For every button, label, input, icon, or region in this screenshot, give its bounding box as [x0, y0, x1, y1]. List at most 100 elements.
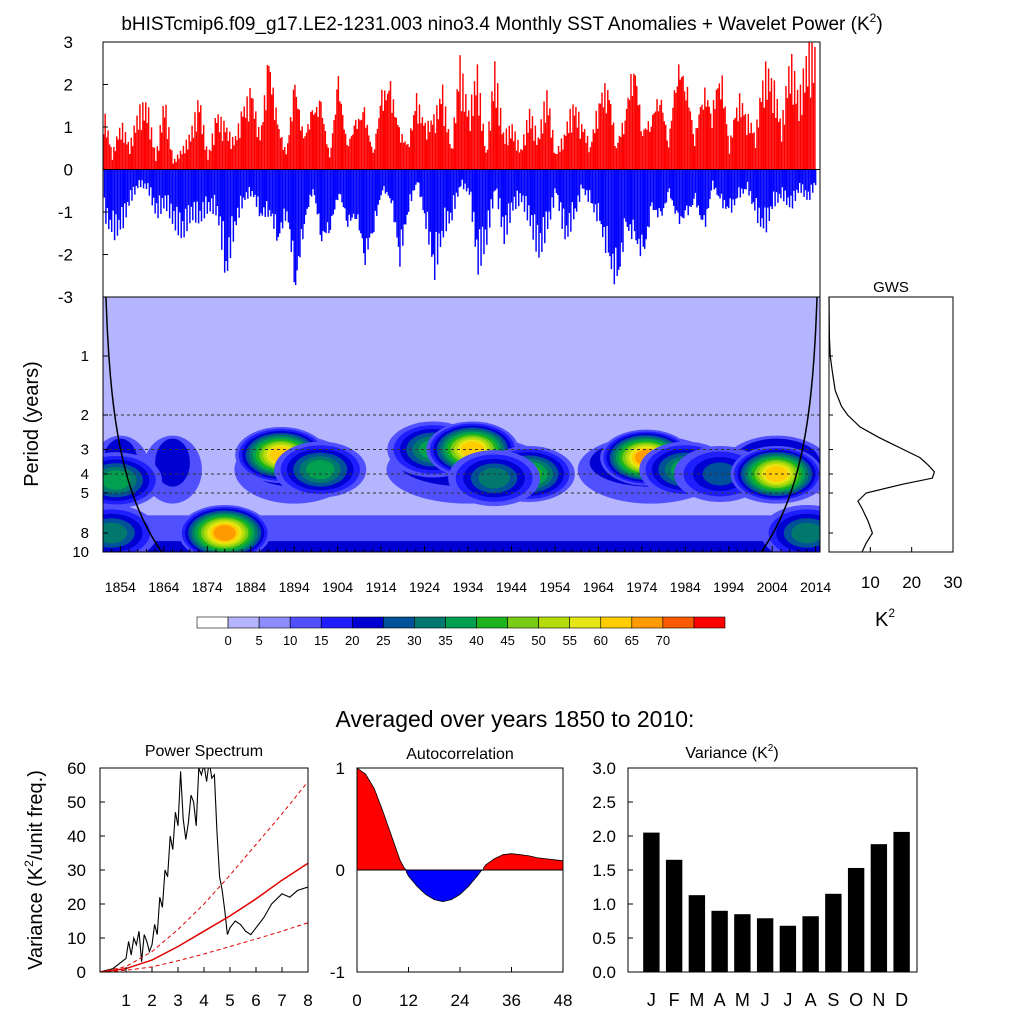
sst-bar-negative: [335, 169, 337, 200]
sst-bar-positive: [269, 72, 272, 170]
sst-bar-positive: [182, 145, 185, 170]
sst-bar-negative: [212, 169, 214, 215]
sst-bar-negative: [623, 169, 626, 219]
sst-bar-positive: [149, 139, 151, 170]
sst-bar-positive: [463, 111, 466, 170]
sst-bar-negative: [193, 169, 195, 203]
sst-bar-negative: [342, 169, 345, 208]
sst-bar-positive: [560, 138, 563, 170]
sst-bar-positive: [662, 112, 664, 170]
sst-bar-positive: [672, 107, 674, 170]
sst-bar-positive: [147, 107, 150, 170]
sst-bar-positive: [617, 142, 619, 170]
sst-bar-negative: [567, 169, 569, 237]
sst-bar-positive: [589, 147, 592, 170]
sst-bar-positive: [786, 98, 789, 170]
sst-bar-positive: [337, 76, 340, 170]
sst-bar-positive: [689, 111, 692, 170]
wavelet-y-tick-label: 5: [81, 485, 89, 502]
sst-bar-negative: [135, 169, 138, 186]
variance-y-tick-label: 2.5: [592, 793, 616, 812]
gws-x-label: K2: [875, 606, 895, 631]
colorbar-label: 15: [314, 633, 328, 648]
sst-bar-negative: [697, 169, 700, 206]
sst-bar-positive: [776, 98, 778, 170]
sst-bar-negative: [433, 169, 436, 280]
sst-bar-negative: [504, 169, 507, 216]
sst-bar-negative: [173, 169, 175, 211]
sst-bar-positive: [802, 68, 805, 170]
sst-bar-negative: [409, 169, 411, 195]
sst-bar-negative: [594, 169, 597, 205]
sst-bar-positive: [692, 134, 694, 170]
sst-bar-negative: [419, 169, 421, 198]
sst-bar-negative: [171, 169, 174, 224]
sst-bar-positive: [454, 123, 457, 170]
sst-bar-positive: [295, 96, 298, 170]
sst-bar-positive: [636, 86, 638, 170]
sst-bar-negative: [765, 169, 768, 233]
sst-bar-negative: [370, 169, 372, 234]
sst-bar-negative: [194, 169, 197, 223]
sst-bar-negative: [247, 169, 249, 199]
sst-bar-positive: [465, 94, 467, 170]
sst-bar-negative: [568, 169, 571, 213]
sst-bar-negative: [481, 169, 484, 227]
sst-bar-positive: [433, 114, 435, 170]
sst-bar-negative: [775, 169, 778, 193]
sst-bar-positive: [549, 108, 551, 170]
sst-bar-positive: [107, 130, 109, 170]
sst-bar-positive: [304, 136, 306, 170]
sst-bar-negative: [735, 169, 737, 199]
sst-bar-negative: [218, 169, 220, 226]
sst-bar-positive: [705, 106, 708, 170]
sst-bar-negative: [428, 169, 430, 245]
sst-bar-positive: [468, 110, 470, 170]
sst-bar-positive: [315, 107, 318, 170]
sst-bar-negative: [292, 169, 294, 241]
sst-bar-positive: [547, 115, 550, 170]
sst-bar-positive: [796, 89, 799, 170]
sst-bar-negative: [796, 169, 798, 190]
sst-bar-positive: [188, 134, 190, 170]
sst-bar-positive: [486, 149, 489, 170]
sst-bar-negative: [577, 169, 579, 196]
sst-bar-positive: [268, 66, 270, 170]
sst-bar-positive: [553, 152, 555, 170]
variance-bar: [870, 844, 888, 972]
sst-bar-positive: [284, 147, 286, 170]
sst-bar-negative: [641, 169, 643, 235]
variance-x-label: A: [714, 990, 726, 1010]
sst-bar-positive: [811, 42, 813, 170]
sst-bar-positive: [398, 127, 400, 170]
sst-bar-positive: [680, 77, 683, 170]
colorbar-label: 30: [407, 633, 421, 648]
sst-bar-negative: [166, 169, 168, 212]
sst-bar-positive: [310, 111, 312, 170]
sst-bar-negative: [535, 169, 537, 252]
sst-bar-positive: [586, 135, 589, 170]
sst-bar-negative: [367, 169, 369, 250]
power-spectrum-series: [100, 781, 308, 972]
sst-bar-positive: [359, 120, 361, 170]
sst-bar-negative: [447, 169, 449, 212]
power-spectrum-axes: 0 10 20 30 40 50 60 1 2 3 4 5 6 7 8: [67, 759, 313, 1010]
sst-bar-negative: [287, 169, 290, 223]
sst-bar-positive: [200, 105, 202, 170]
sst-bar-positive: [649, 131, 651, 170]
sst-bar-positive: [395, 117, 398, 170]
sst-bar-negative: [432, 169, 434, 255]
sst-bar-negative: [615, 169, 617, 248]
sst-bar-positive: [562, 149, 564, 170]
sst-bar-negative: [513, 169, 516, 197]
sst-bar-negative: [244, 169, 246, 201]
sst-bar-positive: [307, 124, 309, 170]
sst-bar-negative: [436, 169, 439, 265]
variance-y-tick-label: 1.0: [592, 895, 616, 914]
sst-bar-positive: [331, 133, 334, 170]
ps-x-tick-label: 2: [147, 991, 156, 1010]
sst-bar-negative: [164, 169, 167, 196]
sst-bar-positive: [666, 140, 668, 170]
sst-bar-negative: [278, 169, 281, 234]
sst-bar-negative: [670, 169, 672, 199]
